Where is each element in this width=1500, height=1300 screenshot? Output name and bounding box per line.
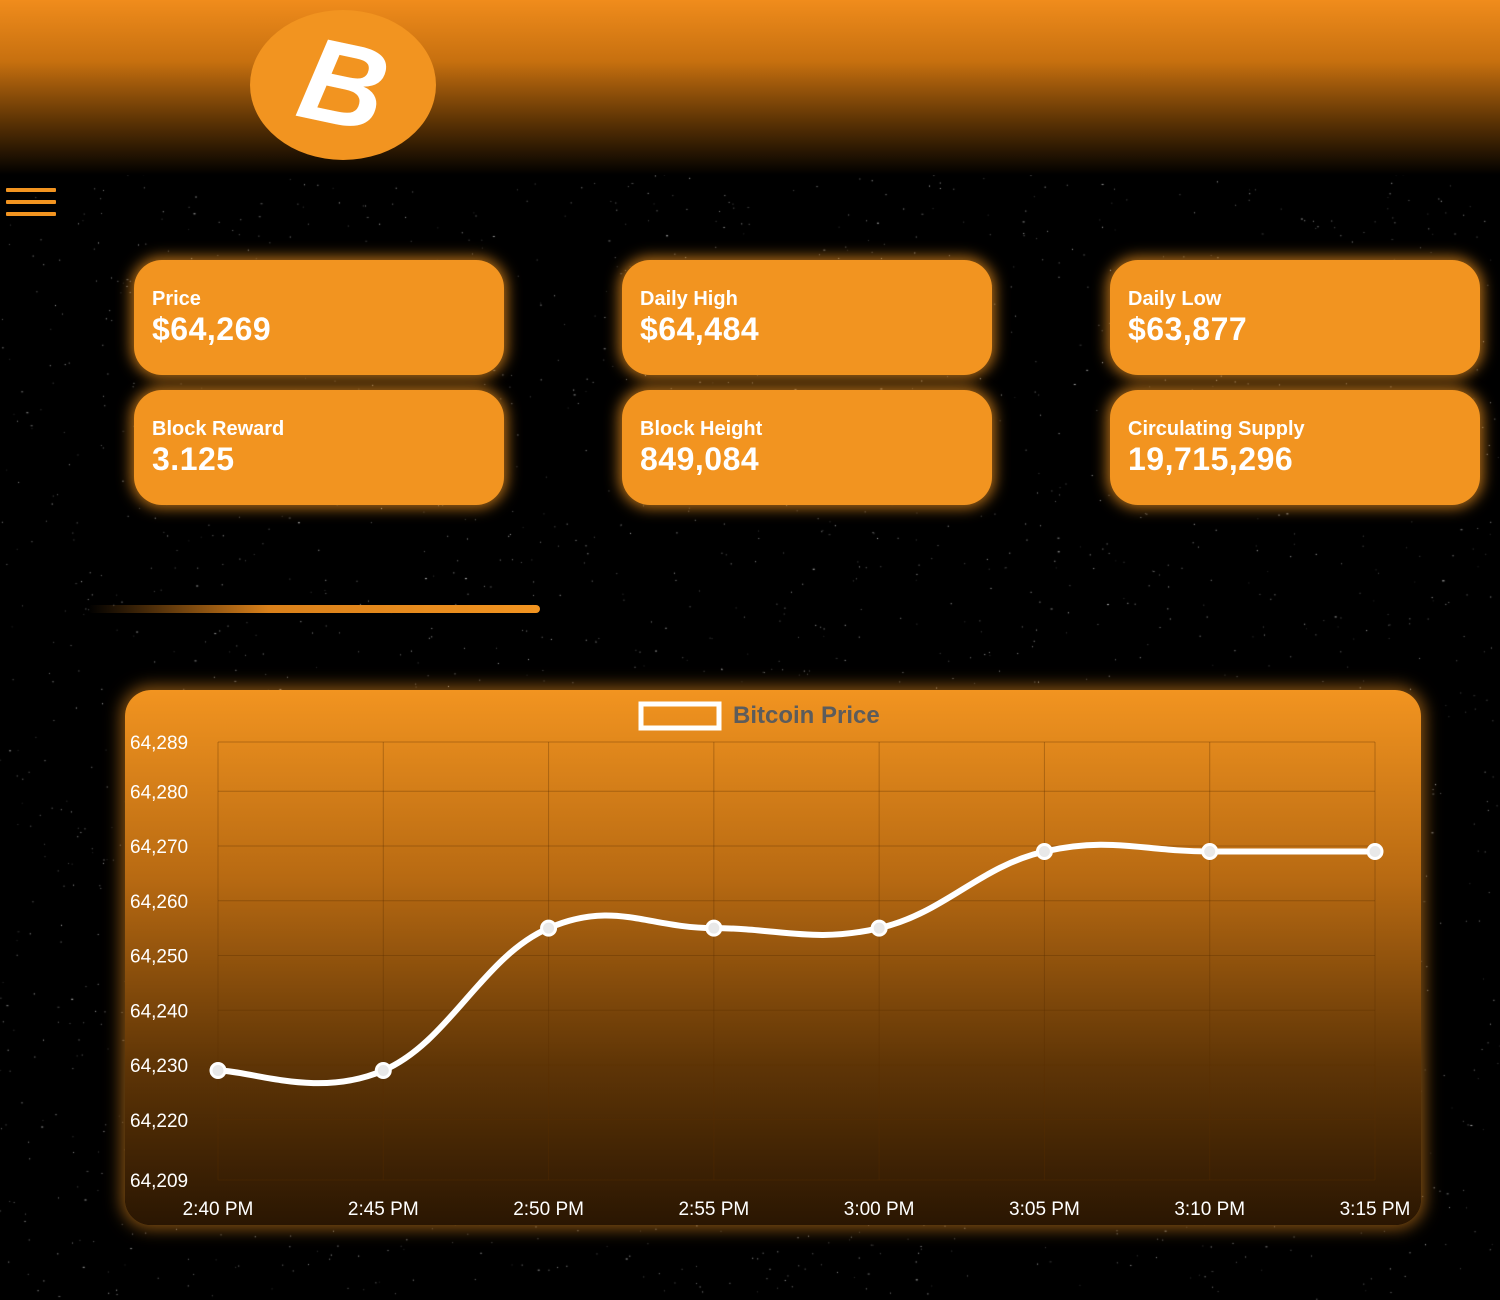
stat-value: $63,877: [1128, 311, 1248, 347]
price-data-point[interactable]: [540, 919, 558, 937]
price-data-point[interactable]: [374, 1062, 392, 1079]
y-tick-label: 64,230: [130, 1056, 188, 1077]
stat-card-price: Price $64,269: [134, 260, 504, 375]
stat-label: Block Height: [640, 418, 763, 440]
price-data-point[interactable]: [705, 919, 723, 937]
stat-value: 3.125: [152, 441, 235, 477]
menu-bar: [6, 200, 56, 204]
stat-label: Daily Low: [1128, 288, 1222, 310]
stat-label: Block Reward: [152, 418, 285, 440]
y-tick-label: 64,240: [130, 1001, 188, 1022]
stat-value: 19,715,296: [1128, 441, 1294, 477]
x-tick-label: 3:15 PM: [1340, 1199, 1411, 1220]
price-data-point[interactable]: [1035, 843, 1053, 860]
stat-value: 849,084: [640, 441, 760, 477]
y-tick-label: 64,260: [130, 892, 188, 913]
menu-bar: [6, 212, 56, 216]
x-tick-label: 2:40 PM: [183, 1199, 254, 1220]
legend-label[interactable]: Bitcoin Price: [733, 702, 880, 729]
y-tick-label: 64,220: [130, 1111, 188, 1132]
legend-swatch[interactable]: [638, 701, 722, 731]
price-chart-panel: Bitcoin Price 64,289 64,280 64,270 64,260 64…: [125, 690, 1421, 1225]
price-data-point[interactable]: [870, 919, 888, 937]
stat-label: Daily High: [640, 288, 738, 310]
stat-card-block-reward: Block Reward 3.125: [134, 390, 504, 505]
stat-card-block-height: Block Height 849,084: [622, 390, 992, 505]
bitcoin-logo-glyph: B: [288, 11, 400, 159]
stat-label: Circulating Supply: [1128, 418, 1305, 440]
price-line-chart: Bitcoin Price 64,289 64,280 64,270 64,260 64…: [130, 701, 1411, 1220]
x-tick-label: 3:10 PM: [1174, 1199, 1245, 1220]
x-tick-label: 2:50 PM: [513, 1199, 584, 1220]
price-data-point[interactable]: [209, 1062, 227, 1079]
bitcoin-logo-icon: B: [250, 10, 436, 160]
x-tick-label: 2:45 PM: [348, 1199, 419, 1220]
price-data-point[interactable]: [1201, 843, 1219, 860]
stat-label: Price: [152, 288, 201, 310]
y-tick-label: 64,209: [130, 1171, 188, 1192]
y-tick-label: 64,289: [130, 733, 188, 754]
x-tick-label: 3:00 PM: [844, 1199, 915, 1220]
header-bar: B: [0, 0, 1500, 175]
stat-card-daily-high: Daily High $64,484: [622, 260, 992, 375]
menu-bar: [6, 188, 56, 192]
stat-card-daily-low: Daily Low $63,877: [1110, 260, 1480, 375]
x-tick-label: 3:05 PM: [1009, 1199, 1080, 1220]
stat-card-circulating-supply: Circulating Supply 19,715,296: [1110, 390, 1480, 505]
y-tick-label: 64,270: [130, 837, 188, 858]
hamburger-menu-icon[interactable]: [6, 188, 56, 224]
section-divider: [88, 605, 540, 613]
price-data-point[interactable]: [1366, 843, 1384, 860]
price-series-line: [215, 841, 1378, 1087]
x-tick-label: 2:55 PM: [678, 1199, 749, 1220]
stat-value: $64,269: [152, 311, 272, 347]
y-tick-label: 64,250: [130, 947, 188, 968]
stat-value: $64,484: [640, 311, 760, 347]
y-tick-label: 64,280: [130, 782, 188, 803]
